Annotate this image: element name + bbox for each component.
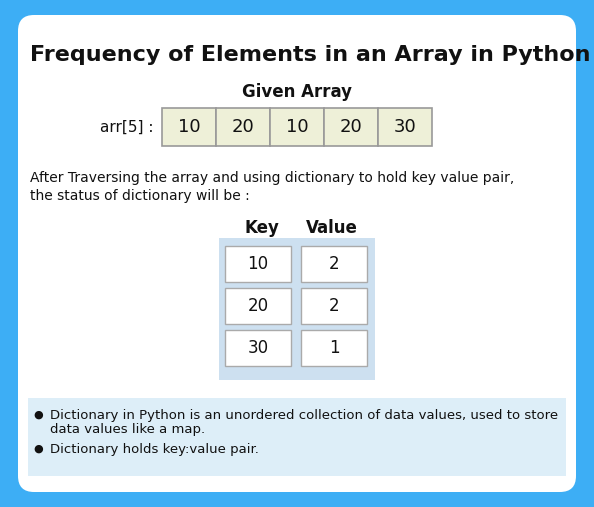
Text: Dictionary in Python is an unordered collection of data values, used to store: Dictionary in Python is an unordered col… — [50, 409, 558, 421]
Text: Dictionary holds key:value pair.: Dictionary holds key:value pair. — [50, 443, 259, 455]
Text: 20: 20 — [248, 297, 268, 315]
Text: 20: 20 — [340, 118, 362, 136]
Bar — [225, 330, 291, 366]
Text: arr[5] :: arr[5] : — [100, 120, 154, 134]
Bar — [378, 108, 432, 146]
Text: Value: Value — [306, 219, 358, 237]
Text: data values like a map.: data values like a map. — [50, 423, 205, 437]
Bar — [301, 246, 367, 282]
Text: ●: ● — [33, 444, 43, 454]
Text: Key: Key — [245, 219, 279, 237]
Text: After Traversing the array and using dictionary to hold key value pair,: After Traversing the array and using dic… — [30, 171, 514, 185]
Bar — [162, 108, 216, 146]
Text: 10: 10 — [248, 255, 268, 273]
Bar — [324, 108, 378, 146]
Text: 2: 2 — [328, 297, 339, 315]
Bar — [219, 238, 375, 380]
Text: Given Array: Given Array — [242, 83, 352, 101]
Bar — [216, 108, 270, 146]
Bar — [301, 288, 367, 324]
Text: 1: 1 — [328, 339, 339, 357]
Bar — [301, 330, 367, 366]
FancyBboxPatch shape — [18, 15, 576, 492]
Text: 10: 10 — [178, 118, 200, 136]
Bar — [28, 398, 566, 476]
Text: 2: 2 — [328, 255, 339, 273]
Text: 30: 30 — [394, 118, 416, 136]
Bar — [225, 288, 291, 324]
Text: Frequency of Elements in an Array in Python: Frequency of Elements in an Array in Pyt… — [30, 45, 590, 65]
Text: 30: 30 — [248, 339, 268, 357]
Bar — [270, 108, 324, 146]
Text: 20: 20 — [232, 118, 254, 136]
Bar — [225, 246, 291, 282]
Text: the status of dictionary will be :: the status of dictionary will be : — [30, 189, 249, 203]
Text: 10: 10 — [286, 118, 308, 136]
Text: ●: ● — [33, 410, 43, 420]
